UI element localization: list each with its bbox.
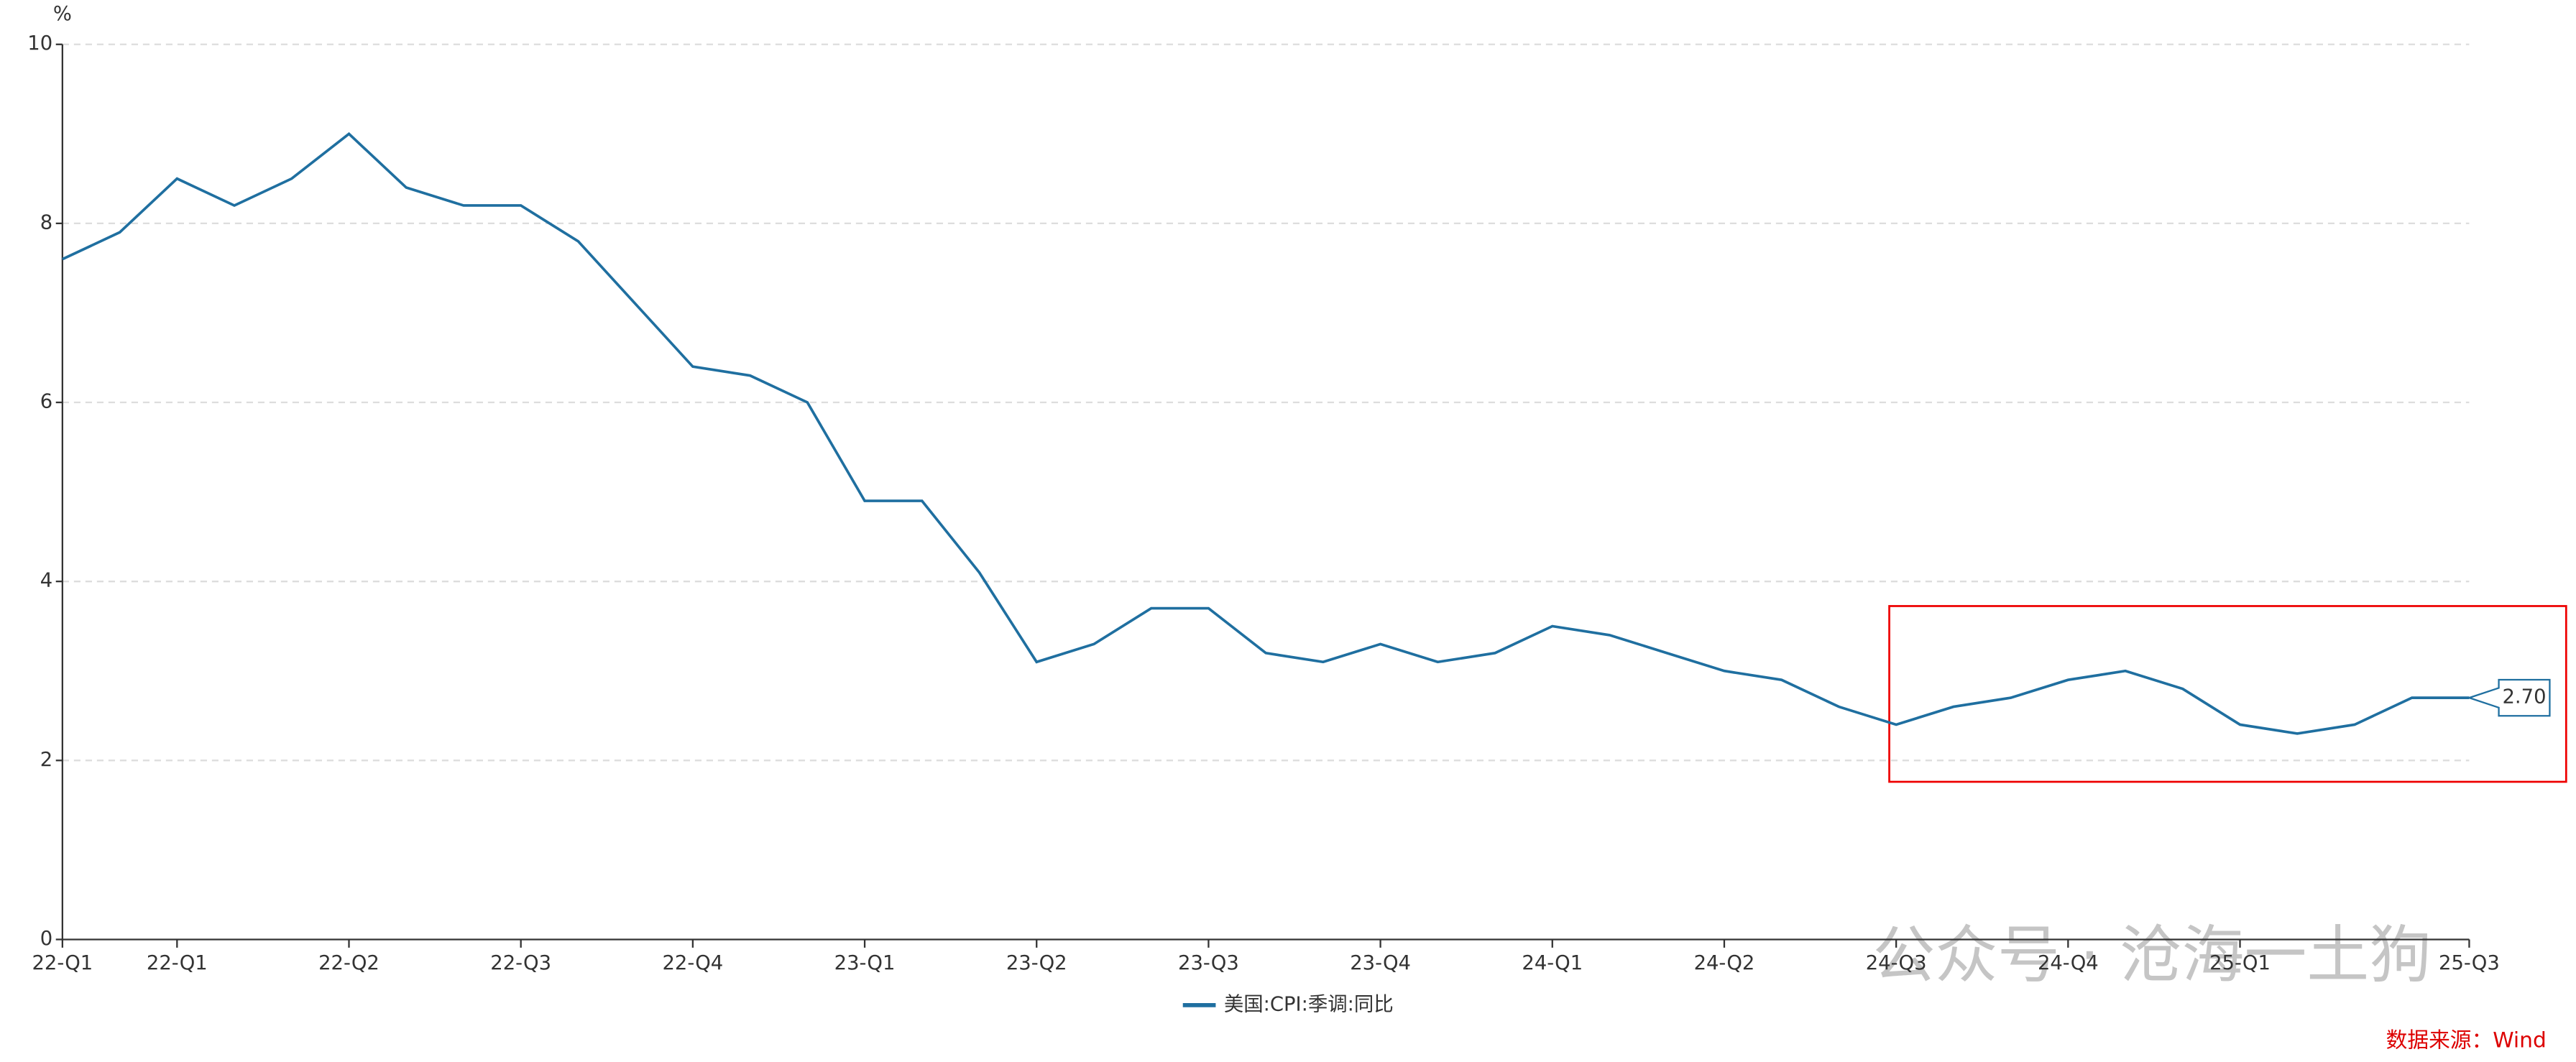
y-tick-label: 8 <box>40 211 52 234</box>
x-tick-label: 25-Q1 <box>2209 952 2271 974</box>
x-tick-label: 24-Q1 <box>1522 952 1583 974</box>
y-axis-label: % <box>53 3 72 25</box>
x-tick-label: 23-Q2 <box>1006 952 1067 974</box>
x-tick-label: 22-Q4 <box>662 952 723 974</box>
x-tick-label: 24-Q3 <box>1866 952 1927 974</box>
legend-label: 美国:CPI:季调:同比 <box>1224 993 1394 1015</box>
highlight-box <box>1888 605 2567 783</box>
data-label: 2.70 <box>2502 686 2546 708</box>
x-tick-label: 22-Q3 <box>490 952 551 974</box>
line <box>62 131 2470 735</box>
y-tick-label: 2 <box>40 749 52 771</box>
y-tick-label: 10 <box>27 32 52 55</box>
source: 数据来源：Wind <box>2386 1028 2547 1053</box>
watermark: 公众号 · 沧海一土狗 <box>1872 919 2432 992</box>
x-tick-label: 22-Q1 <box>147 952 208 974</box>
y-tick-label: 0 <box>40 928 52 950</box>
y-tick-label: 4 <box>40 570 52 592</box>
y-tick-label: 6 <box>40 391 52 413</box>
x-tick-label: 22-Q1 <box>32 952 93 974</box>
x-tick-label: 24-Q4 <box>2038 952 2099 974</box>
x-tick-label: 23-Q3 <box>1178 952 1239 974</box>
x-tick-label: 24-Q2 <box>1694 952 1755 974</box>
x-tick-label: 23-Q1 <box>834 952 896 974</box>
x-tick-label: 23-Q4 <box>1350 952 1411 974</box>
data-label-box <box>2466 678 2551 717</box>
x-tick-label: 25-Q3 <box>2439 952 2500 974</box>
x-tick-label: 22-Q2 <box>318 952 380 974</box>
